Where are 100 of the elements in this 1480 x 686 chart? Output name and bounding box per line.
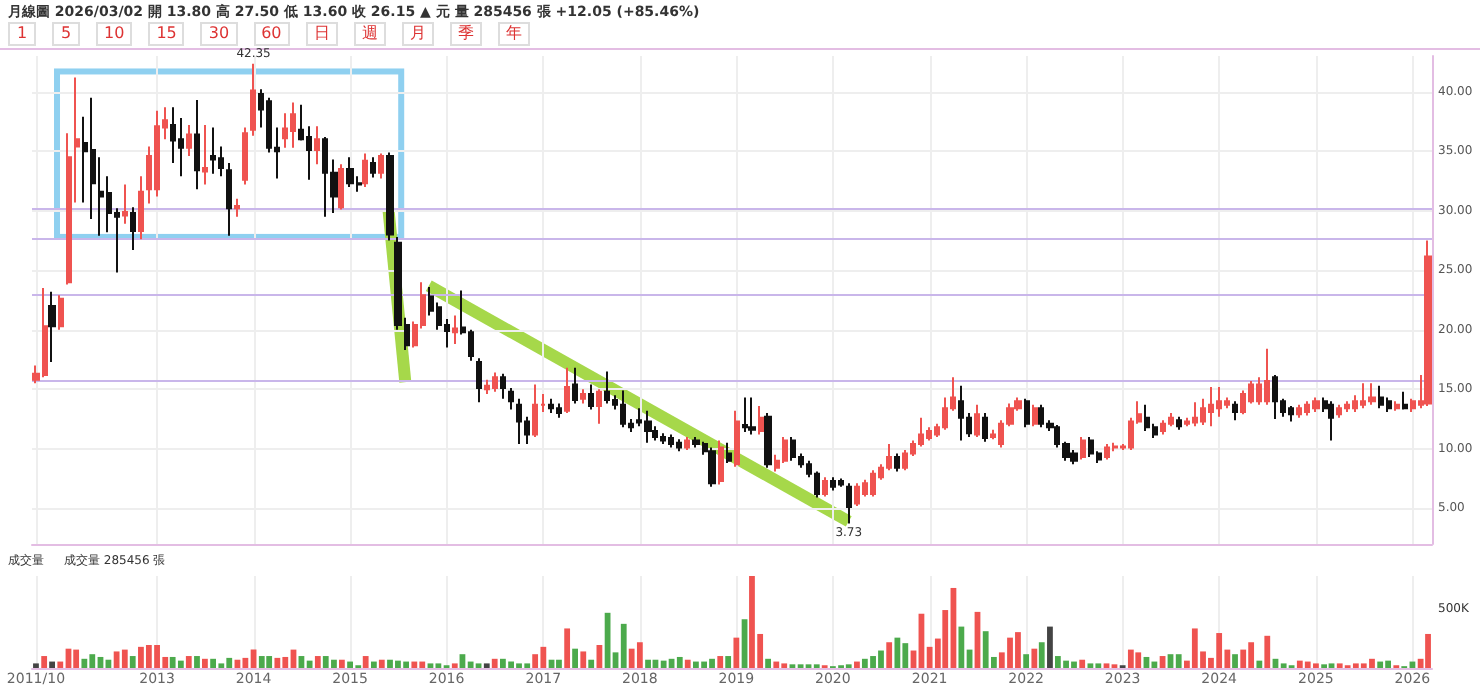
candlestick	[782, 435, 788, 465]
bar	[1071, 661, 1077, 668]
bar	[894, 637, 901, 668]
bar	[532, 654, 539, 668]
candlestick	[242, 126, 248, 186]
candlestick	[1216, 385, 1222, 418]
bar	[878, 650, 884, 668]
candlestick	[926, 426, 932, 442]
candlestick	[1312, 396, 1320, 413]
candlestick	[194, 99, 200, 191]
candlestick	[1176, 415, 1182, 431]
candlestick	[250, 62, 256, 137]
candlestick	[734, 409, 740, 468]
candlestick	[452, 314, 458, 346]
bar	[81, 658, 88, 668]
bar	[572, 648, 578, 668]
candlestick	[1378, 384, 1384, 410]
candlestick	[1232, 400, 1238, 422]
bar	[620, 623, 627, 668]
candlestick	[708, 446, 716, 488]
candlestick	[500, 372, 506, 400]
candlestick	[1424, 239, 1432, 407]
candlestick	[660, 432, 666, 446]
bar	[982, 631, 989, 668]
candlestick	[58, 294, 64, 331]
bar	[1054, 656, 1061, 668]
candlestick	[1328, 400, 1334, 442]
candlestick	[982, 412, 988, 443]
candlestick	[748, 396, 756, 436]
candlestick	[692, 435, 700, 449]
bar	[1151, 661, 1158, 668]
bar	[387, 659, 393, 668]
candlestick	[1368, 382, 1376, 406]
bar	[1023, 654, 1030, 668]
bar	[693, 661, 699, 668]
bar	[185, 656, 192, 668]
bar	[1031, 648, 1038, 668]
candlestick	[572, 366, 578, 405]
bar	[49, 661, 55, 668]
candlestick	[758, 404, 764, 436]
candlestick	[1344, 400, 1350, 413]
bar	[1425, 633, 1431, 668]
bar	[1216, 633, 1223, 668]
candlestick	[726, 441, 732, 465]
candlestick	[1088, 435, 1094, 459]
bar	[1248, 642, 1255, 668]
bar	[306, 660, 313, 668]
bar	[1127, 649, 1134, 668]
bar	[500, 658, 506, 668]
candlestick	[764, 412, 772, 469]
candlestick	[386, 151, 394, 242]
bar	[1063, 660, 1069, 668]
bar	[902, 643, 909, 668]
text: 1 5 10 15 30 60 日 週 月 季 年	[16, 24, 522, 42]
candlestick	[130, 206, 136, 252]
bar	[508, 661, 514, 668]
candlestick	[604, 370, 610, 405]
bar	[564, 628, 571, 668]
candlestick	[1070, 448, 1078, 466]
bar	[1135, 652, 1142, 668]
candlestick	[290, 101, 296, 149]
bar	[1191, 628, 1198, 668]
candlestick	[1272, 373, 1278, 421]
candlestick	[846, 482, 852, 525]
bar	[226, 657, 233, 668]
candlestick	[476, 357, 482, 404]
candlestick	[48, 290, 56, 363]
candlestick	[742, 396, 748, 434]
candlestick	[1168, 412, 1174, 428]
bar	[1175, 654, 1182, 668]
candlestick	[974, 403, 980, 438]
candlestick	[1264, 347, 1270, 406]
bar	[588, 659, 595, 668]
candlestick	[1402, 390, 1408, 411]
bar	[1232, 654, 1238, 668]
bar	[210, 658, 217, 668]
bar	[765, 658, 771, 668]
bar	[378, 659, 385, 668]
bar	[1385, 660, 1392, 668]
candlestick	[668, 433, 674, 449]
bar	[491, 658, 498, 668]
candlestick	[580, 388, 586, 405]
bar	[138, 646, 144, 668]
bar	[556, 659, 562, 668]
candlestick	[548, 397, 554, 415]
bar	[1296, 660, 1303, 668]
bar	[709, 658, 715, 668]
bar	[467, 661, 474, 668]
candlestick	[1032, 403, 1038, 428]
bar	[676, 656, 683, 668]
bar	[861, 658, 868, 668]
bar	[1079, 659, 1086, 668]
bar	[113, 651, 120, 668]
candlestick	[346, 156, 354, 188]
bar	[1007, 637, 1013, 668]
candlestick	[314, 125, 320, 166]
candlestick	[1296, 403, 1302, 419]
candlestick	[1024, 397, 1030, 429]
candlestick	[226, 162, 232, 237]
candlestick	[508, 387, 514, 411]
